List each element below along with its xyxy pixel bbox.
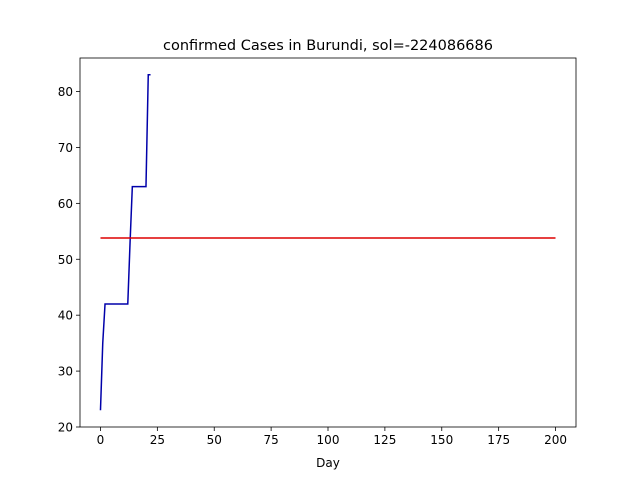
x-tick-label: 200 xyxy=(544,433,567,447)
y-tick-label: 30 xyxy=(58,365,73,379)
x-tick-label: 50 xyxy=(207,433,222,447)
chart-title: confirmed Cases in Burundi, sol=-2240866… xyxy=(163,38,493,54)
x-tick-label: 100 xyxy=(317,433,340,447)
x-axis-label: Day xyxy=(316,456,340,470)
y-tick-label: 60 xyxy=(58,197,73,211)
x-tick-label: 125 xyxy=(373,433,396,447)
x-tick-label: 75 xyxy=(263,433,278,447)
y-tick-label: 50 xyxy=(58,253,73,267)
x-tick-label: 0 xyxy=(97,433,105,447)
plot-area xyxy=(99,74,556,411)
series-line-1 xyxy=(99,74,151,411)
y-tick-label: 40 xyxy=(58,309,73,323)
y-tick-label: 80 xyxy=(58,85,73,99)
x-tick-label: 150 xyxy=(430,433,453,447)
x-tick-label: 175 xyxy=(487,433,510,447)
y-tick-label: 20 xyxy=(58,421,73,435)
y-tick-label: 70 xyxy=(58,141,73,155)
x-tick-label: 25 xyxy=(150,433,165,447)
axes-frame xyxy=(79,57,577,428)
axes: 0 25 50 75 100 125 150 175 200 20 30 40 50 60 70 80 xyxy=(58,57,577,447)
